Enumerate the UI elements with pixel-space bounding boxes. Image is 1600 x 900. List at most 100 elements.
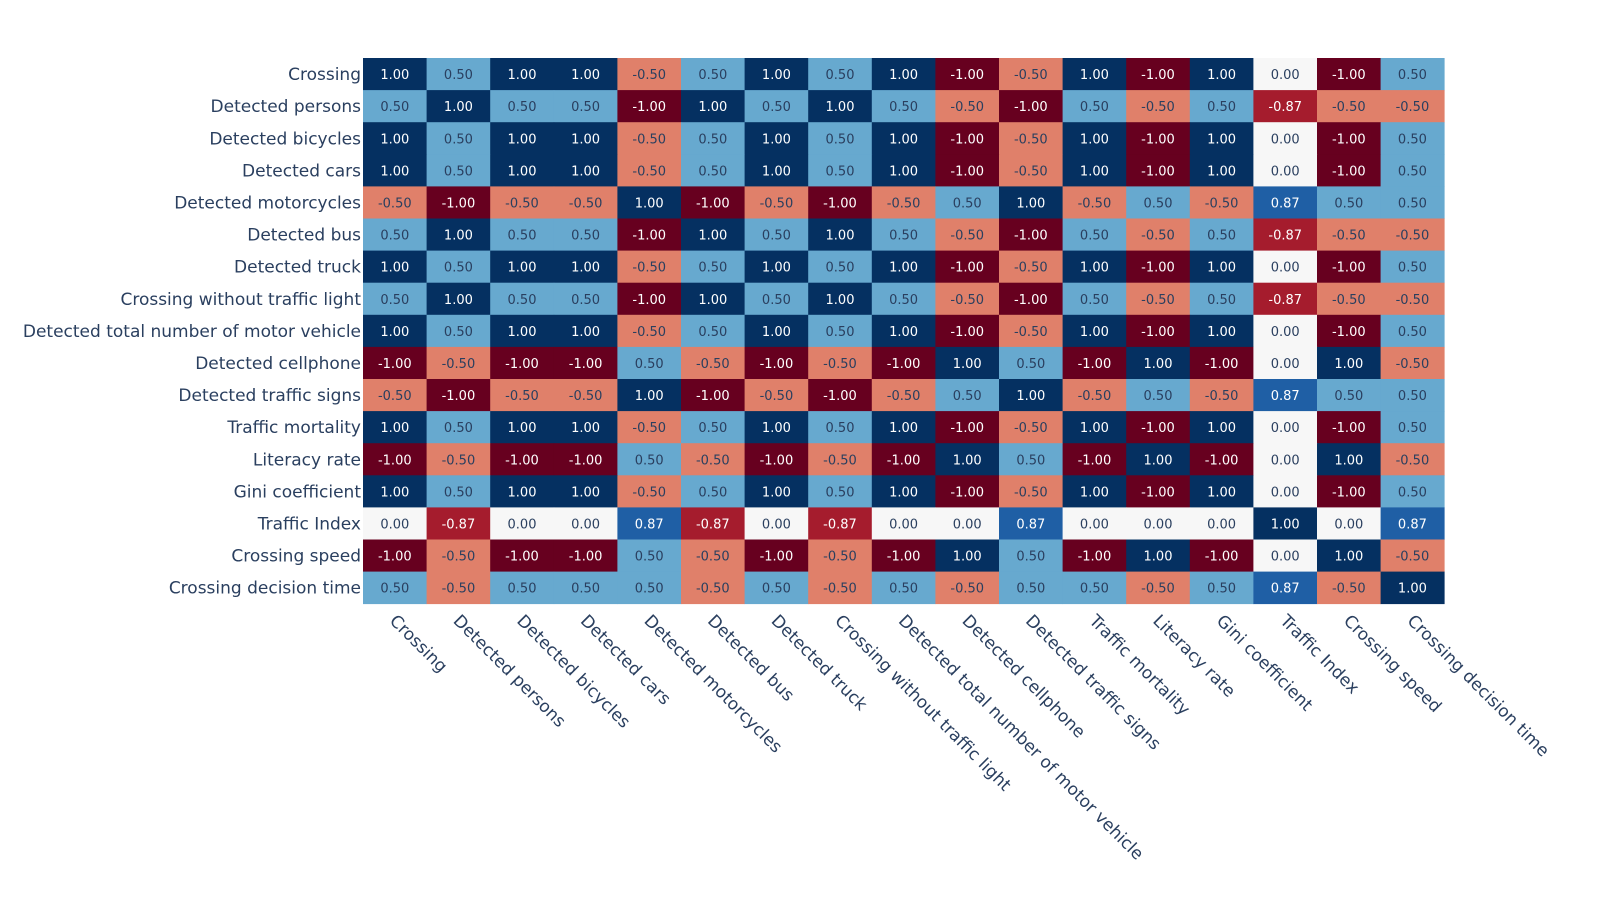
- cell-value-label-r14-c2: 0.00: [508, 517, 537, 532]
- cell-value-label-r15-c2: -1.00: [505, 550, 539, 565]
- cell-value-label-r15-c6: -1.00: [760, 550, 794, 565]
- heatmap-cell-r3-c1: [426, 154, 491, 187]
- cell-value-label-r1-c15: -0.50: [1332, 100, 1366, 115]
- heatmap-cell-r10-c6: [744, 379, 809, 412]
- cell-value-label-r16-c11: 0.50: [1080, 582, 1109, 597]
- cell-value-label-r13-c8: 1.00: [889, 485, 918, 500]
- cell-value-label-r6-c5: 0.50: [698, 261, 727, 276]
- heatmap-cell-r16-c16: [1380, 571, 1445, 605]
- heatmap-cell-r11-c9: [935, 411, 1000, 444]
- heatmap-cell-r13-c11: [1062, 475, 1127, 508]
- cell-value-label-r3-c4: -0.50: [632, 164, 666, 179]
- heatmap-cell-r7-c0: [363, 282, 427, 316]
- heatmap-cell-r3-c13: [1189, 154, 1254, 187]
- heatmap-cell-r3-c14: [1253, 154, 1318, 187]
- heatmap-cell-r1-c8: [871, 90, 936, 123]
- y-tick-label-detected-cellphone: Detected cellphone: [195, 354, 361, 374]
- cell-value-label-r14-c4: 0.87: [635, 517, 664, 532]
- heatmap-cell-r0-c7: [808, 58, 873, 91]
- cell-value-label-r2-c1: 0.50: [444, 132, 473, 147]
- heatmap-cell-r9-c5: [681, 346, 745, 380]
- heatmap-cell-r15-c12: [1126, 539, 1191, 572]
- cell-value-label-r7-c1: 1.00: [444, 293, 473, 308]
- heatmap-cell-r10-c15: [1317, 379, 1381, 412]
- heatmap-cell-r15-c16: [1380, 539, 1445, 572]
- cell-value-label-r3-c16: 0.50: [1398, 164, 1427, 179]
- y-tick-label-detected-motorcycles: Detected motorcycles: [174, 193, 361, 213]
- cell-value-label-r3-c5: 0.50: [698, 164, 727, 179]
- heatmap-cell-r8-c14: [1253, 314, 1318, 348]
- cell-value-label-r4-c12: 0.50: [1144, 196, 1173, 211]
- cell-value-label-r12-c10: 0.50: [1016, 453, 1045, 468]
- heatmap-cell-r13-c10: [999, 475, 1063, 508]
- heatmap-cell-r14-c1: [426, 507, 491, 540]
- cell-value-label-r0-c11: 1.00: [1080, 68, 1109, 83]
- cell-value-label-r9-c7: -0.50: [823, 357, 857, 372]
- heatmap-cell-r13-c9: [935, 475, 1000, 508]
- cell-value-label-r15-c12: 1.00: [1144, 550, 1173, 565]
- heatmap-cell-r12-c5: [681, 443, 745, 476]
- heatmap-cell-r4-c12: [1126, 186, 1191, 219]
- heatmap-cell-r7-c3: [553, 282, 618, 316]
- heatmap-cell-r5-c8: [871, 218, 936, 251]
- heatmap-cell-r8-c11: [1062, 314, 1127, 348]
- heatmap-cell-r2-c3: [553, 122, 618, 155]
- heatmap-cell-r8-c1: [426, 314, 491, 348]
- heatmap-cell-r4-c10: [999, 186, 1063, 219]
- cell-value-label-r12-c11: -1.00: [1078, 453, 1112, 468]
- cell-value-label-r2-c4: -0.50: [632, 132, 666, 147]
- heatmap-cell-r13-c1: [426, 475, 491, 508]
- heatmap-cell-r9-c8: [871, 346, 936, 380]
- cell-value-label-r14-c0: 0.00: [380, 517, 409, 532]
- cell-value-label-r9-c1: -0.50: [442, 357, 476, 372]
- heatmap-cell-r8-c7: [808, 314, 873, 348]
- cell-value-label-r5-c11: 0.50: [1080, 229, 1109, 244]
- heatmap-cell-r12-c9: [935, 443, 1000, 476]
- heatmap-cell-r8-c10: [999, 314, 1063, 348]
- heatmap-cell-r3-c0: [363, 154, 427, 187]
- cell-value-label-r3-c2: 1.00: [508, 164, 537, 179]
- cell-value-label-r7-c10: -1.00: [1014, 293, 1048, 308]
- cell-value-label-r11-c4: -0.50: [632, 421, 666, 436]
- cell-value-label-r11-c1: 0.50: [444, 421, 473, 436]
- heatmap-cell-r6-c0: [363, 250, 427, 284]
- cell-value-label-r12-c4: 0.50: [635, 453, 664, 468]
- cell-value-label-r5-c16: -0.50: [1396, 229, 1430, 244]
- cell-value-label-r12-c5: -0.50: [696, 453, 730, 468]
- cell-value-label-r3-c3: 1.00: [571, 164, 600, 179]
- cell-value-label-r1-c7: 1.00: [826, 100, 855, 115]
- heatmap-cell-r2-c6: [744, 122, 809, 155]
- cell-value-label-r2-c12: -1.00: [1141, 132, 1175, 147]
- heatmap-cell-r0-c13: [1189, 58, 1254, 91]
- heatmap-cell-r12-c2: [490, 443, 555, 476]
- cell-value-label-r5-c0: 0.50: [380, 229, 409, 244]
- heatmap-cell-r5-c10: [999, 218, 1063, 251]
- heatmap-cell-r6-c10: [999, 250, 1063, 284]
- cell-value-label-r0-c15: -1.00: [1332, 68, 1366, 83]
- heatmap-cell-r15-c2: [490, 539, 555, 572]
- heatmap-cell-r11-c0: [363, 411, 427, 444]
- heatmap-cell-r0-c15: [1317, 58, 1381, 91]
- cell-value-label-r2-c5: 0.50: [698, 132, 727, 147]
- heatmap-cell-r7-c1: [426, 282, 491, 316]
- heatmap-cell-r11-c12: [1126, 411, 1191, 444]
- heatmap-cell-r0-c11: [1062, 58, 1127, 91]
- heatmap-cell-r6-c9: [935, 250, 1000, 284]
- heatmap-cell-r13-c7: [808, 475, 873, 508]
- heatmap-cell-r4-c1: [426, 186, 491, 219]
- cell-value-label-r4-c14: 0.87: [1271, 196, 1300, 211]
- cells-layer: [363, 58, 1445, 605]
- heatmap-cell-r9-c11: [1062, 346, 1127, 380]
- cell-value-label-r6-c2: 1.00: [508, 261, 537, 276]
- heatmap-cell-r8-c6: [744, 314, 809, 348]
- heatmap-cell-r3-c2: [490, 154, 555, 187]
- cell-value-label-r0-c1: 0.50: [444, 68, 473, 83]
- cell-value-label-r5-c8: 0.50: [889, 229, 918, 244]
- cell-value-label-r7-c7: 1.00: [826, 293, 855, 308]
- heatmap-cell-r14-c5: [681, 507, 745, 540]
- heatmap-cell-r3-c5: [681, 154, 745, 187]
- cell-value-label-r7-c13: 0.50: [1207, 293, 1236, 308]
- heatmap-cell-r16-c10: [999, 571, 1063, 605]
- heatmap-cell-r6-c15: [1317, 250, 1381, 284]
- y-tick-label-detected-traffic-signs: Detected traffic signs: [178, 386, 361, 406]
